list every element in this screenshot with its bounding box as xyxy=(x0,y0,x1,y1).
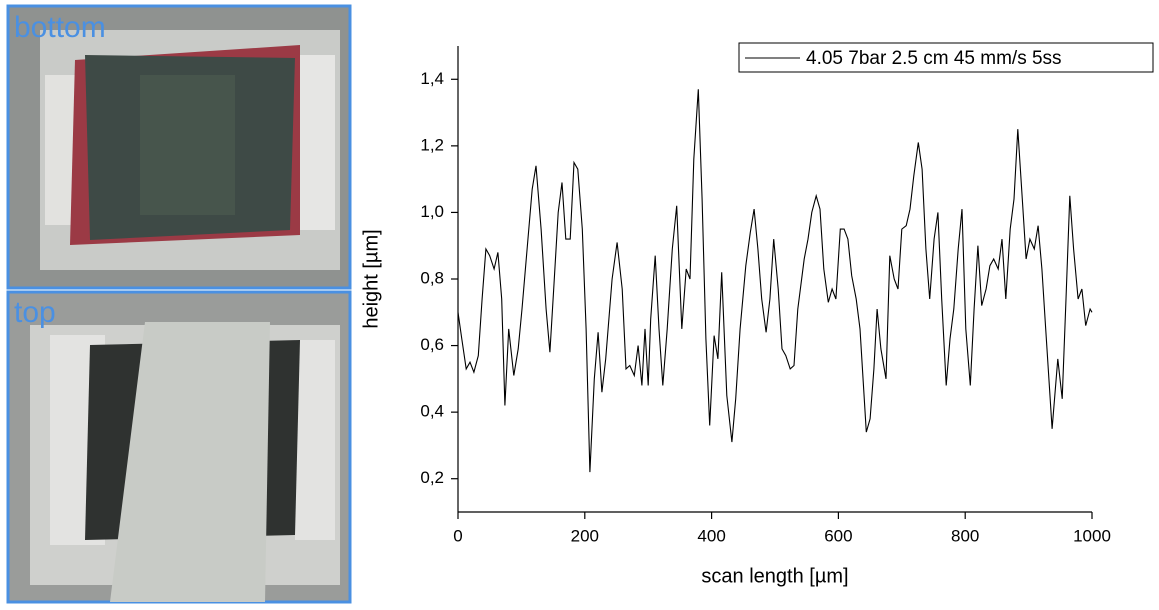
legend-label: 4.05 7bar 2.5 cm 45 mm/s 5ss xyxy=(806,48,1062,69)
y-tick-label: 0,8 xyxy=(420,268,444,287)
x-tick-label: 600 xyxy=(824,526,852,545)
x-tick-label: 200 xyxy=(571,526,599,545)
x-tick-label: 1000 xyxy=(1073,526,1111,545)
x-axis-title: scan length [µm] xyxy=(701,565,848,587)
legend-box xyxy=(738,42,1154,73)
y-tick-label: 1,2 xyxy=(420,135,444,154)
data-line xyxy=(457,89,1093,473)
photo-top: top xyxy=(6,290,352,604)
photo-bottom: bottom xyxy=(6,4,352,290)
photo-label: top xyxy=(14,296,56,329)
plot: scan length [µm] height [µm] xyxy=(360,42,1154,587)
y-tick-label: 0,6 xyxy=(420,335,444,354)
x-tick-label: 800 xyxy=(951,526,979,545)
y-tick-label: 0,2 xyxy=(420,468,444,487)
x-tick-label: 400 xyxy=(697,526,725,545)
y-tick-label: 1,0 xyxy=(420,202,444,221)
x-tick-label: 0 xyxy=(453,526,462,545)
y-tick-label: 0,4 xyxy=(420,402,444,421)
y-tick-label: 1,4 xyxy=(420,69,444,88)
photo-label: bottom xyxy=(14,11,106,44)
y-axis-title: height [µm] xyxy=(360,229,382,328)
